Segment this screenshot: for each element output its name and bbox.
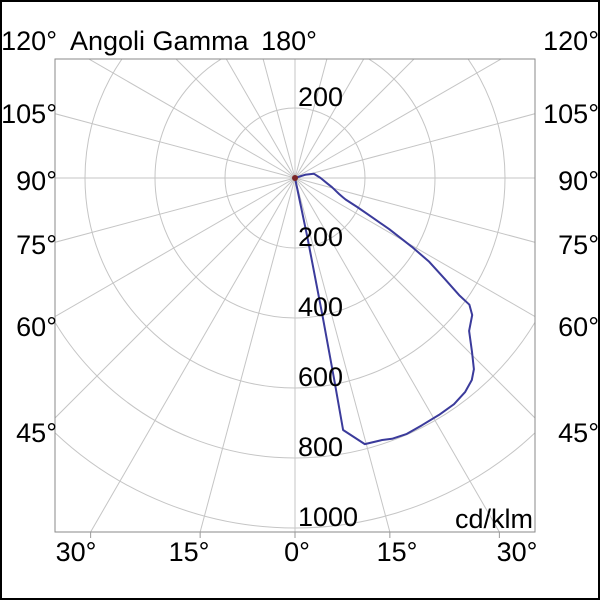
gamma-label-bottom: 30° — [56, 537, 97, 567]
gamma-label-right: 45° — [558, 418, 599, 448]
radial-tick-label: 400 — [298, 292, 343, 322]
grid-ray — [294, 177, 535, 318]
grid-ray — [87, 59, 296, 179]
gamma-label-right: 105° — [543, 99, 599, 129]
gamma-label-left: 75° — [16, 230, 57, 260]
gamma-label-right: 90° — [558, 166, 599, 196]
grid-ray — [294, 113, 535, 179]
gamma-label-bottom: 30° — [497, 537, 538, 567]
grid-circle — [55, 432, 535, 529]
grid-ray — [294, 177, 391, 532]
grid-ray — [294, 59, 328, 179]
radial-tick-label: 600 — [298, 362, 343, 392]
gamma-label-bottom: 15° — [169, 537, 210, 567]
radial-tick-label-top: 200 — [298, 82, 343, 112]
gamma-label-top-left: 120° — [2, 26, 57, 56]
grid-circle — [154, 59, 436, 319]
radial-tick-label: 200 — [298, 222, 343, 252]
intensity-curve — [294, 172, 475, 446]
gamma-label-right: 75° — [558, 230, 599, 260]
gamma-label-right: 60° — [558, 312, 599, 342]
grid-circle — [84, 59, 506, 389]
unit-label: cd/klm — [455, 504, 533, 534]
gamma-labels-right: 105° 90° 75° 60° 45° — [543, 99, 599, 448]
grid-ray — [55, 177, 296, 419]
axis-ticks — [90, 532, 500, 538]
gamma-label-bottom: 0° — [284, 537, 310, 567]
grid-circle — [224, 107, 366, 249]
grid-ray — [199, 177, 296, 532]
gamma-label-left: 105° — [2, 99, 57, 129]
center-point-marker — [292, 175, 298, 181]
grid-ray — [294, 59, 365, 179]
grid-ray — [294, 177, 535, 243]
grid-ray — [55, 113, 296, 179]
gamma-label-left: 60° — [16, 312, 57, 342]
grid-ray — [294, 177, 535, 419]
radial-tick-label: 1000 — [298, 502, 358, 532]
gamma-label-top-center: 180° — [261, 26, 317, 56]
radial-tick-label: 800 — [298, 432, 343, 462]
grid-ray — [90, 177, 296, 532]
gamma-label-top-right: 120° — [543, 26, 599, 56]
grid-ray — [294, 177, 500, 532]
grid-ray — [175, 59, 296, 179]
grid-ray — [55, 177, 296, 318]
radial-tick-labels: 200 200 400 600 800 1000 — [298, 82, 358, 532]
grid-ray — [55, 177, 296, 243]
grid-ray — [294, 59, 415, 179]
gamma-label-left: 90° — [16, 166, 57, 196]
gamma-labels-bottom: 30° 15° 0° 15° 30° — [56, 537, 538, 567]
grid-ray — [262, 59, 296, 179]
gamma-label-left: 45° — [16, 418, 57, 448]
grid-ray — [225, 59, 296, 179]
chart-title: Angoli Gamma — [70, 26, 250, 56]
gamma-labels-left: 105° 90° 75° 60° 45° — [2, 99, 57, 448]
grid-circle — [55, 321, 535, 459]
grid-circles — [55, 59, 535, 529]
gamma-label-bottom: 15° — [377, 537, 418, 567]
grid-ray — [294, 59, 503, 179]
